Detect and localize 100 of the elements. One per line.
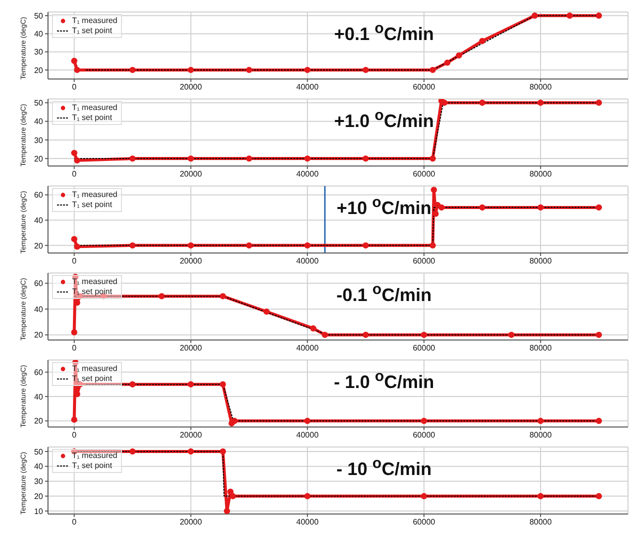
point — [246, 155, 252, 162]
point — [438, 204, 445, 211]
point — [158, 293, 165, 300]
point — [596, 493, 602, 500]
point — [188, 381, 194, 388]
text: +10 $^{o}$C/min — [336, 194, 432, 219]
x-tick-label: 0 — [72, 170, 78, 179]
legend-label: T₁ set point — [72, 461, 112, 471]
y-tick-label: 20 — [34, 416, 44, 426]
x-tick-label: 60000 — [412, 430, 436, 440]
point — [479, 38, 486, 44]
point — [430, 155, 436, 162]
text: - 10 $^{o}$C/min — [335, 455, 433, 480]
point — [596, 204, 602, 211]
point — [74, 66, 80, 74]
point — [74, 157, 80, 164]
point — [596, 418, 602, 424]
point — [456, 52, 462, 59]
y-tick-label: 50 — [34, 98, 44, 108]
text: - 1.0 $^{o}$C/min — [332, 368, 436, 393]
point — [304, 242, 310, 249]
x-tick-label: 20000 — [180, 344, 202, 353]
y-tick-label: 60 — [34, 368, 44, 378]
point — [129, 66, 136, 74]
point — [596, 332, 602, 338]
point — [220, 448, 226, 455]
point — [129, 155, 136, 162]
x-tick-label: 0 — [72, 518, 78, 527]
point — [71, 150, 78, 156]
point — [304, 155, 310, 162]
point — [246, 242, 252, 249]
point — [596, 12, 602, 19]
x-tick-label: 80000 — [529, 82, 552, 92]
point — [420, 493, 428, 500]
point — [430, 66, 436, 74]
x-tick-label: 40000 — [296, 430, 320, 440]
point — [227, 488, 234, 495]
y-tick-label: 40 — [34, 304, 44, 314]
x-tick-label: 80000 — [529, 344, 552, 353]
y-tick-label: 50 — [34, 11, 44, 20]
point — [310, 325, 316, 332]
legend-label: T₁ set point — [72, 287, 112, 297]
point — [71, 236, 78, 242]
x-tick-label: 0 — [72, 256, 78, 266]
point — [129, 242, 136, 249]
point — [71, 329, 78, 336]
x-tick-label: 40000 — [296, 82, 320, 92]
y-tick-label: 20 — [34, 154, 44, 164]
x-tick-label: 80000 — [529, 518, 552, 527]
point — [537, 204, 544, 211]
legend-label: T₁ set point — [72, 113, 112, 123]
x-tick-label: 60000 — [412, 344, 436, 353]
point — [220, 293, 226, 300]
point — [420, 332, 428, 338]
y-tick-label: 40 — [34, 216, 44, 225]
x-tick-label: 60000 — [412, 82, 436, 92]
point — [129, 381, 136, 388]
y-tick-label: 30 — [34, 136, 44, 145]
legend-label: T₁ measured — [72, 277, 118, 287]
x-tick-label: 20000 — [180, 256, 202, 266]
point — [508, 332, 515, 338]
y-tick-label: 10 — [34, 506, 44, 516]
y-tick-label: 30 — [34, 48, 44, 57]
point — [304, 66, 310, 74]
text: +1.0 $^{o}$C/min — [333, 107, 435, 132]
x-tick-label: 20000 — [180, 430, 202, 440]
point — [304, 418, 310, 424]
x-tick-label: 0 — [72, 344, 78, 353]
point — [224, 508, 230, 514]
point — [430, 186, 437, 193]
y-tick-label: 60 — [34, 190, 44, 200]
y-tick-label: 40 — [34, 30, 44, 39]
point — [74, 244, 80, 250]
y-tick-label: 40 — [34, 117, 44, 126]
point — [532, 12, 538, 19]
point — [188, 448, 194, 455]
point — [566, 12, 573, 19]
point — [434, 202, 440, 208]
x-tick-label: 60000 — [412, 170, 436, 179]
y-tick-label: 40 — [34, 392, 44, 402]
x-tick-label: 20000 — [180, 518, 202, 527]
point — [188, 155, 194, 162]
y-tick-label: 20 — [34, 492, 44, 501]
x-tick-label: 40000 — [296, 256, 320, 266]
x-tick-label: 80000 — [529, 170, 552, 179]
x-tick-label: 80000 — [529, 430, 552, 440]
point — [479, 100, 486, 106]
point — [362, 66, 369, 74]
legend-label: T₁ measured — [72, 103, 118, 113]
point — [71, 58, 78, 64]
point — [537, 418, 544, 424]
legend-label: T₁ measured — [72, 451, 118, 461]
point — [304, 493, 310, 500]
x-tick-label: 80000 — [529, 256, 552, 266]
x-tick-label: 20000 — [180, 170, 202, 179]
y-tick-label: 30 — [34, 477, 44, 486]
point — [220, 381, 226, 388]
text: -0.1 $^{o}$C/min — [335, 281, 433, 306]
point — [362, 155, 369, 162]
point — [71, 416, 78, 423]
